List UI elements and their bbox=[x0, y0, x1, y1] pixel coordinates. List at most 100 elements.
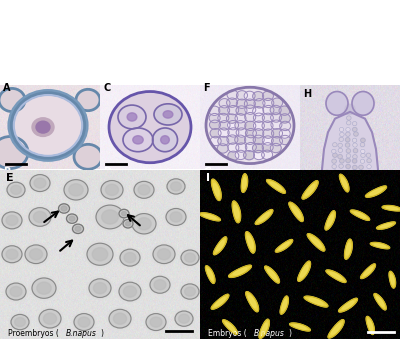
Ellipse shape bbox=[270, 143, 281, 153]
Ellipse shape bbox=[245, 172, 257, 182]
Text: B: B bbox=[3, 167, 10, 177]
Ellipse shape bbox=[202, 177, 209, 183]
Ellipse shape bbox=[339, 164, 343, 168]
Polygon shape bbox=[232, 201, 241, 223]
Ellipse shape bbox=[242, 231, 255, 242]
Ellipse shape bbox=[281, 200, 294, 212]
Ellipse shape bbox=[259, 215, 272, 226]
Ellipse shape bbox=[253, 113, 264, 122]
Ellipse shape bbox=[332, 143, 337, 147]
Ellipse shape bbox=[96, 205, 124, 229]
Ellipse shape bbox=[324, 191, 329, 195]
Ellipse shape bbox=[352, 181, 356, 185]
Ellipse shape bbox=[253, 121, 264, 130]
Ellipse shape bbox=[0, 88, 25, 112]
Ellipse shape bbox=[367, 170, 372, 174]
Ellipse shape bbox=[263, 204, 270, 210]
Ellipse shape bbox=[276, 207, 290, 218]
Ellipse shape bbox=[238, 223, 253, 235]
Ellipse shape bbox=[263, 98, 274, 107]
Ellipse shape bbox=[244, 135, 256, 144]
Ellipse shape bbox=[228, 120, 238, 130]
Ellipse shape bbox=[262, 91, 274, 100]
Ellipse shape bbox=[366, 176, 371, 180]
Ellipse shape bbox=[217, 178, 225, 185]
Text: I: I bbox=[206, 173, 210, 183]
Ellipse shape bbox=[247, 192, 257, 200]
Ellipse shape bbox=[270, 208, 284, 220]
Ellipse shape bbox=[123, 207, 133, 217]
Ellipse shape bbox=[214, 176, 228, 187]
Ellipse shape bbox=[253, 171, 270, 185]
Ellipse shape bbox=[345, 187, 350, 191]
Ellipse shape bbox=[185, 253, 196, 262]
Ellipse shape bbox=[353, 229, 358, 233]
Ellipse shape bbox=[274, 239, 286, 249]
Ellipse shape bbox=[148, 275, 172, 295]
Ellipse shape bbox=[247, 174, 255, 180]
Ellipse shape bbox=[209, 231, 220, 240]
Ellipse shape bbox=[286, 234, 296, 242]
Ellipse shape bbox=[123, 286, 136, 297]
Ellipse shape bbox=[226, 98, 238, 107]
Ellipse shape bbox=[325, 182, 330, 186]
Ellipse shape bbox=[2, 212, 22, 229]
Ellipse shape bbox=[255, 208, 270, 221]
Ellipse shape bbox=[6, 215, 18, 225]
Ellipse shape bbox=[360, 231, 364, 235]
Ellipse shape bbox=[213, 222, 219, 227]
Polygon shape bbox=[234, 205, 239, 218]
Ellipse shape bbox=[332, 170, 337, 174]
Ellipse shape bbox=[32, 278, 56, 298]
Polygon shape bbox=[368, 320, 373, 331]
Ellipse shape bbox=[12, 93, 84, 157]
Ellipse shape bbox=[227, 135, 238, 144]
Polygon shape bbox=[294, 325, 306, 330]
Ellipse shape bbox=[209, 219, 223, 231]
Ellipse shape bbox=[374, 175, 378, 179]
Ellipse shape bbox=[332, 213, 337, 217]
Ellipse shape bbox=[61, 206, 67, 211]
Ellipse shape bbox=[226, 114, 238, 123]
Ellipse shape bbox=[208, 223, 220, 234]
Ellipse shape bbox=[287, 212, 305, 227]
Ellipse shape bbox=[354, 198, 358, 202]
Ellipse shape bbox=[360, 149, 365, 154]
Ellipse shape bbox=[274, 208, 286, 219]
Ellipse shape bbox=[271, 170, 284, 181]
Ellipse shape bbox=[346, 170, 351, 174]
Ellipse shape bbox=[352, 122, 357, 126]
Ellipse shape bbox=[352, 138, 357, 142]
Polygon shape bbox=[289, 202, 303, 221]
Ellipse shape bbox=[215, 221, 232, 235]
Ellipse shape bbox=[241, 175, 257, 188]
Ellipse shape bbox=[107, 307, 133, 330]
Ellipse shape bbox=[353, 208, 358, 212]
Ellipse shape bbox=[262, 236, 272, 244]
Polygon shape bbox=[268, 270, 276, 280]
Ellipse shape bbox=[219, 194, 225, 199]
Ellipse shape bbox=[216, 178, 231, 190]
Ellipse shape bbox=[346, 158, 350, 163]
Ellipse shape bbox=[163, 111, 173, 118]
Ellipse shape bbox=[219, 99, 230, 108]
Ellipse shape bbox=[206, 87, 294, 164]
Ellipse shape bbox=[352, 127, 357, 132]
Text: ): ) bbox=[288, 328, 291, 338]
Ellipse shape bbox=[236, 99, 247, 108]
Ellipse shape bbox=[271, 113, 282, 122]
Ellipse shape bbox=[246, 192, 258, 201]
Ellipse shape bbox=[94, 283, 106, 294]
Ellipse shape bbox=[216, 211, 229, 221]
Polygon shape bbox=[246, 292, 258, 312]
Ellipse shape bbox=[210, 243, 218, 250]
Ellipse shape bbox=[245, 142, 256, 152]
Ellipse shape bbox=[87, 243, 113, 265]
Ellipse shape bbox=[325, 186, 329, 191]
Ellipse shape bbox=[207, 222, 222, 235]
Ellipse shape bbox=[78, 317, 90, 327]
Ellipse shape bbox=[259, 185, 264, 189]
Ellipse shape bbox=[201, 199, 212, 208]
Ellipse shape bbox=[145, 228, 155, 238]
Ellipse shape bbox=[231, 234, 245, 246]
